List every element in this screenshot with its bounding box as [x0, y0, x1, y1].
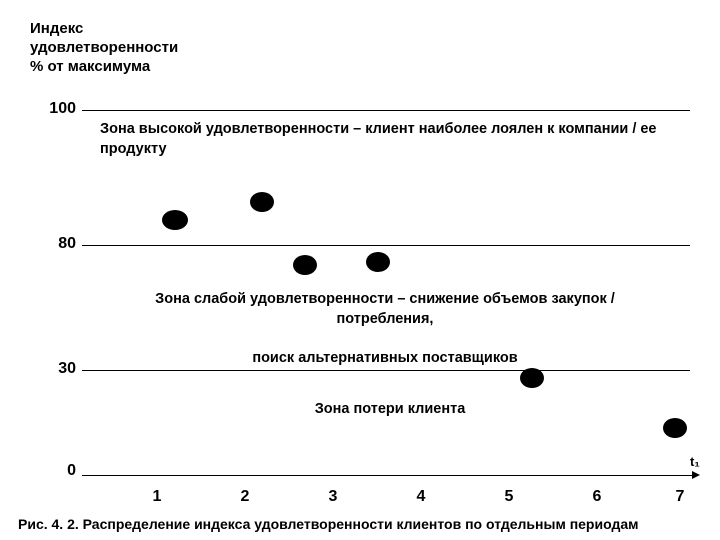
- x-axis-arrow-icon: [692, 471, 700, 479]
- chart-container: Индекс удовлетворенности % от максимума …: [0, 0, 720, 540]
- x-axis-line: [82, 475, 694, 476]
- x-tick-7: 7: [676, 488, 685, 506]
- x-tick-3: 3: [329, 488, 338, 506]
- x-tick-1: 1: [153, 488, 162, 506]
- gridline-30: [82, 370, 690, 371]
- data-point: [250, 192, 274, 212]
- zone-high-text: Зона высокой удовлетворенности – клиент …: [100, 120, 682, 159]
- y-tick-0: 0: [34, 462, 76, 480]
- zone-weak-text: Зона слабой удовлетворенности – снижение…: [150, 290, 620, 368]
- y-tick-80: 80: [34, 235, 76, 253]
- gridline-80: [82, 245, 690, 246]
- x-axis-end-label: t₁: [690, 454, 700, 469]
- gridline-100: [82, 110, 690, 111]
- figure-caption: Рис. 4. 2. Распределение индекса удовлет…: [18, 516, 639, 532]
- data-point: [162, 210, 188, 230]
- x-tick-2: 2: [241, 488, 250, 506]
- data-point: [293, 255, 317, 275]
- x-tick-6: 6: [593, 488, 602, 506]
- y-axis-title: Индекс удовлетворенности % от максимума: [30, 20, 178, 76]
- x-tick-5: 5: [505, 488, 514, 506]
- zone-loss-text: Зона потери клиента: [240, 400, 540, 420]
- data-point: [520, 368, 544, 388]
- data-point: [366, 252, 390, 272]
- y-tick-30: 30: [34, 360, 76, 378]
- x-tick-4: 4: [417, 488, 426, 506]
- data-point: [663, 418, 687, 438]
- y-tick-100: 100: [34, 100, 76, 118]
